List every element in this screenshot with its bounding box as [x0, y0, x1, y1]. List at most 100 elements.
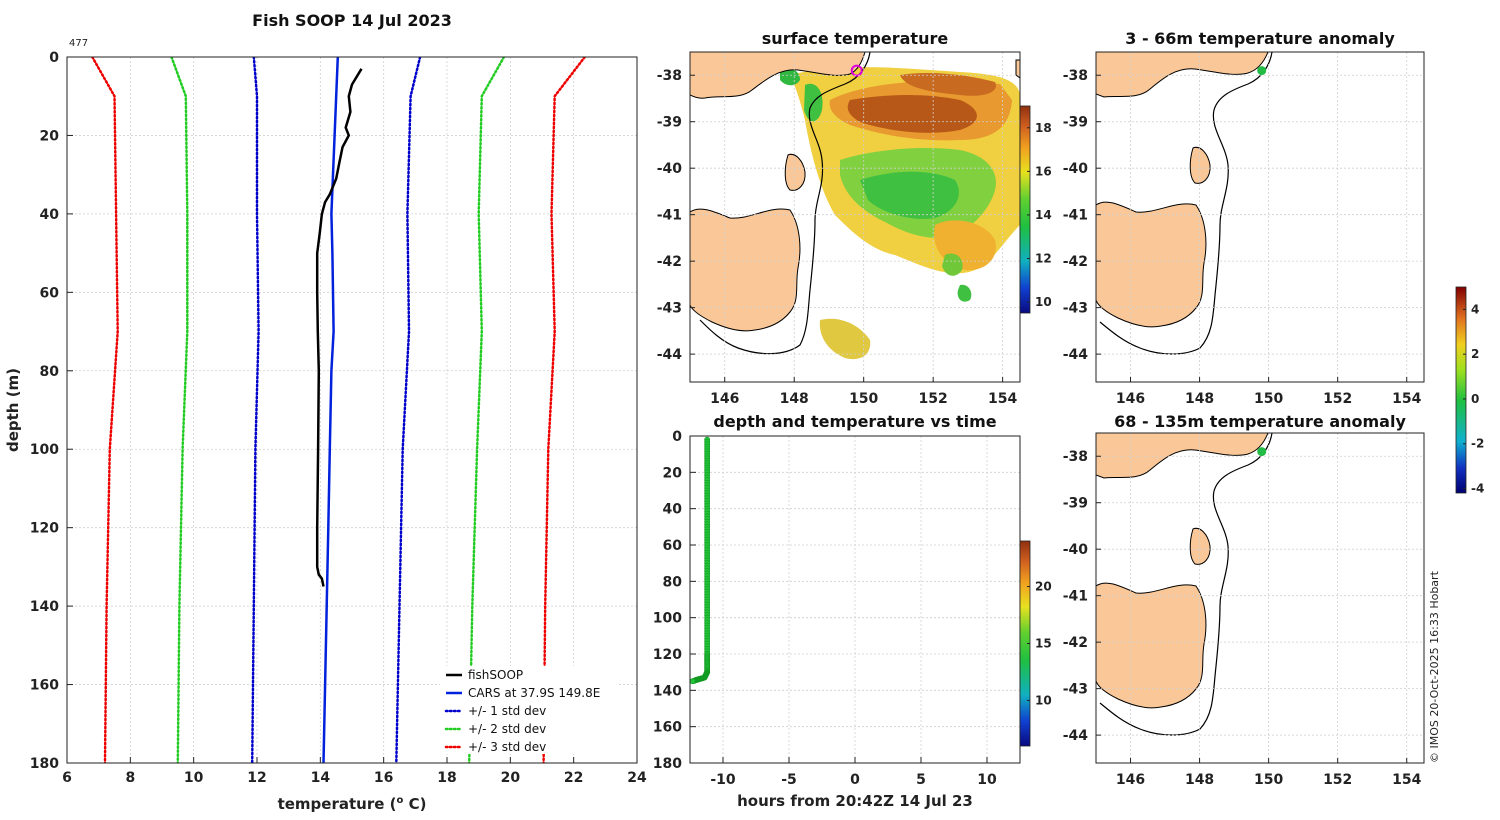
profile-x-ticks: 6 8 10 12 14 16 18 20 22 24 [62, 757, 647, 786]
anomaly-lower-x-tick-label: 152 [1323, 772, 1352, 788]
anomaly-colorbar-group: 4 2 0 -2 -4 [1455, 286, 1484, 496]
legend-entry: fishSOOP [468, 668, 523, 682]
profile-x-tick-label: 22 [564, 770, 583, 786]
profile-y-tick-label: 20 [40, 128, 60, 144]
sst-map-y-tick-label: -40 [657, 161, 683, 177]
profile-panel: Fish SOOP 14 Jul 2023 477 6 8 10 12 14 16 18 20… [4, 11, 647, 813]
time-depth-points [690, 436, 711, 685]
legend-entry: +/- 2 std dev [468, 722, 546, 736]
time-depth-panel: depth and temperature vs time -10 -5 0 5 10 … [653, 412, 1052, 810]
profile-annotation: 477 [69, 38, 88, 49]
sst-map-area [690, 52, 1020, 382]
time-depth-y-ticks: 0 20 40 60 80 100 120 140 160 180 [653, 429, 696, 772]
anomaly-colorbar-tick-label: 2 [1471, 347, 1479, 361]
legend-entry: CARS at 37.9S 149.8E [468, 686, 600, 700]
profile-x-tick-label: 16 [374, 770, 393, 786]
series-line--3-std-dev [91, 57, 119, 763]
time-depth-colorbar-tick-label: 10 [1035, 693, 1052, 707]
profile-series [91, 57, 587, 763]
series-line--3-std-dev-upper [542, 57, 587, 763]
anomaly-lower-panel: 68 - 135m temperature anomaly 146 148 150 1… [1063, 412, 1425, 788]
sst-colorbar-ticks: 10 12 14 16 18 [1027, 121, 1052, 309]
time-depth-x-label: hours from 20:42Z 14 Jul 23 [737, 792, 973, 810]
anomaly-colorbar [1455, 286, 1467, 494]
anomaly-lower-y-tick-label: -40 [1063, 542, 1089, 558]
sst-colorbar-tick-label: 16 [1035, 164, 1052, 178]
time-depth-y-tick-label: 40 [663, 502, 683, 518]
sst-land [690, 52, 1020, 332]
anomaly-colorbar-tick-label: -4 [1471, 482, 1484, 496]
anomaly-upper-map-area [1096, 52, 1424, 382]
time-depth-x-ticks: -10 -5 0 5 10 [710, 757, 997, 788]
profile-x-tick-label: 18 [437, 770, 456, 786]
profile-x-tick-label: 12 [247, 770, 266, 786]
profile-x-tick-label: 24 [627, 770, 647, 786]
sst-map-grid [690, 52, 1020, 382]
profile-y-label: depth (m) [4, 368, 22, 452]
anomaly-upper-y-tick-label: -43 [1063, 301, 1088, 317]
time-depth-x-tick-label: -5 [781, 772, 797, 788]
profile-y-tick-label: 160 [30, 678, 59, 694]
time-depth-grid [690, 435, 1020, 764]
anomaly-lower-y-ticks: -38 -39 -40 -41 -42 -43 -44 [1063, 449, 1101, 744]
profile-y-ticks: 0 20 40 60 80 100 120 140 160 180 [30, 50, 73, 772]
profile-y-tick-label: 180 [30, 756, 59, 772]
anomaly-upper-x-tick-label: 146 [1116, 391, 1145, 407]
anomaly-lower-x-tick-label: 150 [1254, 772, 1283, 788]
anomaly-colorbar-tick-label: -2 [1471, 437, 1484, 451]
anomaly-lower-y-tick-label: -41 [1063, 589, 1088, 605]
profile-y-tick-label: 0 [49, 50, 59, 66]
sst-map-x-tick-label: 148 [780, 391, 809, 407]
sst-colorbar-tick-label: 14 [1035, 208, 1052, 222]
sst-shelf-contour [699, 52, 871, 355]
time-depth-y-tick-label: 120 [653, 647, 682, 663]
sst-map-x-tick-label: 150 [849, 391, 878, 407]
anomaly-upper-station-marker [1257, 66, 1267, 76]
time-depth-y-tick-label: 140 [653, 683, 682, 699]
profile-x-tick-label: 14 [311, 770, 331, 786]
anomaly-lower-y-tick-label: -39 [1063, 496, 1088, 512]
profile-x-label: temperature (o C) [278, 795, 427, 813]
anomaly-lower-title: 68 - 135m temperature anomaly [1114, 412, 1406, 431]
anomaly-upper-x-ticks: 146 148 150 152 154 [1116, 377, 1422, 407]
series-line--1-std-dev-upper [395, 57, 422, 763]
time-depth-y-tick-label: 0 [672, 429, 682, 445]
sst-map-x-tick-label: 146 [710, 391, 739, 407]
sst-colorbar [1019, 105, 1031, 314]
anomaly-colorbar-ticks: 4 2 0 -2 -4 [1463, 302, 1484, 496]
sst-map-y-ticks: -38 -39 -40 -41 -42 -43 -44 [657, 68, 695, 363]
sst-map-y-tick-label: -39 [657, 115, 682, 131]
legend-box [440, 666, 618, 754]
sst-colorbar-tick-label: 12 [1035, 252, 1052, 266]
anomaly-lower-x-tick-label: 154 [1392, 772, 1421, 788]
profile-x-tick-label: 20 [501, 770, 521, 786]
profile-legend: fishSOOP CARS at 37.9S 149.8E +/- 1 std de… [440, 666, 618, 754]
series-line--1-std-dev [250, 57, 260, 763]
anomaly-lower-frame [1095, 432, 1425, 764]
time-depth-title: depth and temperature vs time [713, 412, 996, 431]
time-depth-x-tick-label: 10 [977, 772, 997, 788]
anomaly-upper-x-tick-label: 150 [1254, 391, 1283, 407]
time-depth-y-tick-label: 20 [663, 465, 683, 481]
time-depth-point [690, 678, 696, 685]
time-depth-y-tick-label: 160 [653, 720, 682, 736]
time-depth-x-tick-label: 0 [850, 772, 860, 788]
anomaly-lower-y-tick-label: -42 [1063, 635, 1088, 651]
time-depth-y-tick-label: 100 [653, 611, 682, 627]
anomaly-upper-y-tick-label: -42 [1063, 254, 1088, 270]
sst-colorbar-tick-label: 10 [1035, 295, 1052, 309]
profile-y-tick-label: 60 [40, 285, 60, 301]
time-depth-y-tick-label: 60 [663, 538, 683, 554]
profile-y-tick-label: 100 [30, 442, 59, 458]
anomaly-lower-y-tick-label: -43 [1063, 682, 1088, 698]
profile-x-tick-label: 10 [184, 770, 204, 786]
profile-y-tick-label: 80 [40, 364, 60, 380]
sst-field [780, 67, 1020, 360]
anomaly-upper-y-tick-label: -44 [1063, 347, 1089, 363]
anomaly-lower-x-tick-label: 146 [1116, 772, 1145, 788]
anomaly-lower-y-tick-label: -44 [1063, 728, 1089, 744]
sst-map-panel: surface temperature [657, 29, 1052, 407]
sst-map-y-tick-label: -42 [657, 254, 682, 270]
anomaly-lower-station-marker [1257, 447, 1267, 457]
